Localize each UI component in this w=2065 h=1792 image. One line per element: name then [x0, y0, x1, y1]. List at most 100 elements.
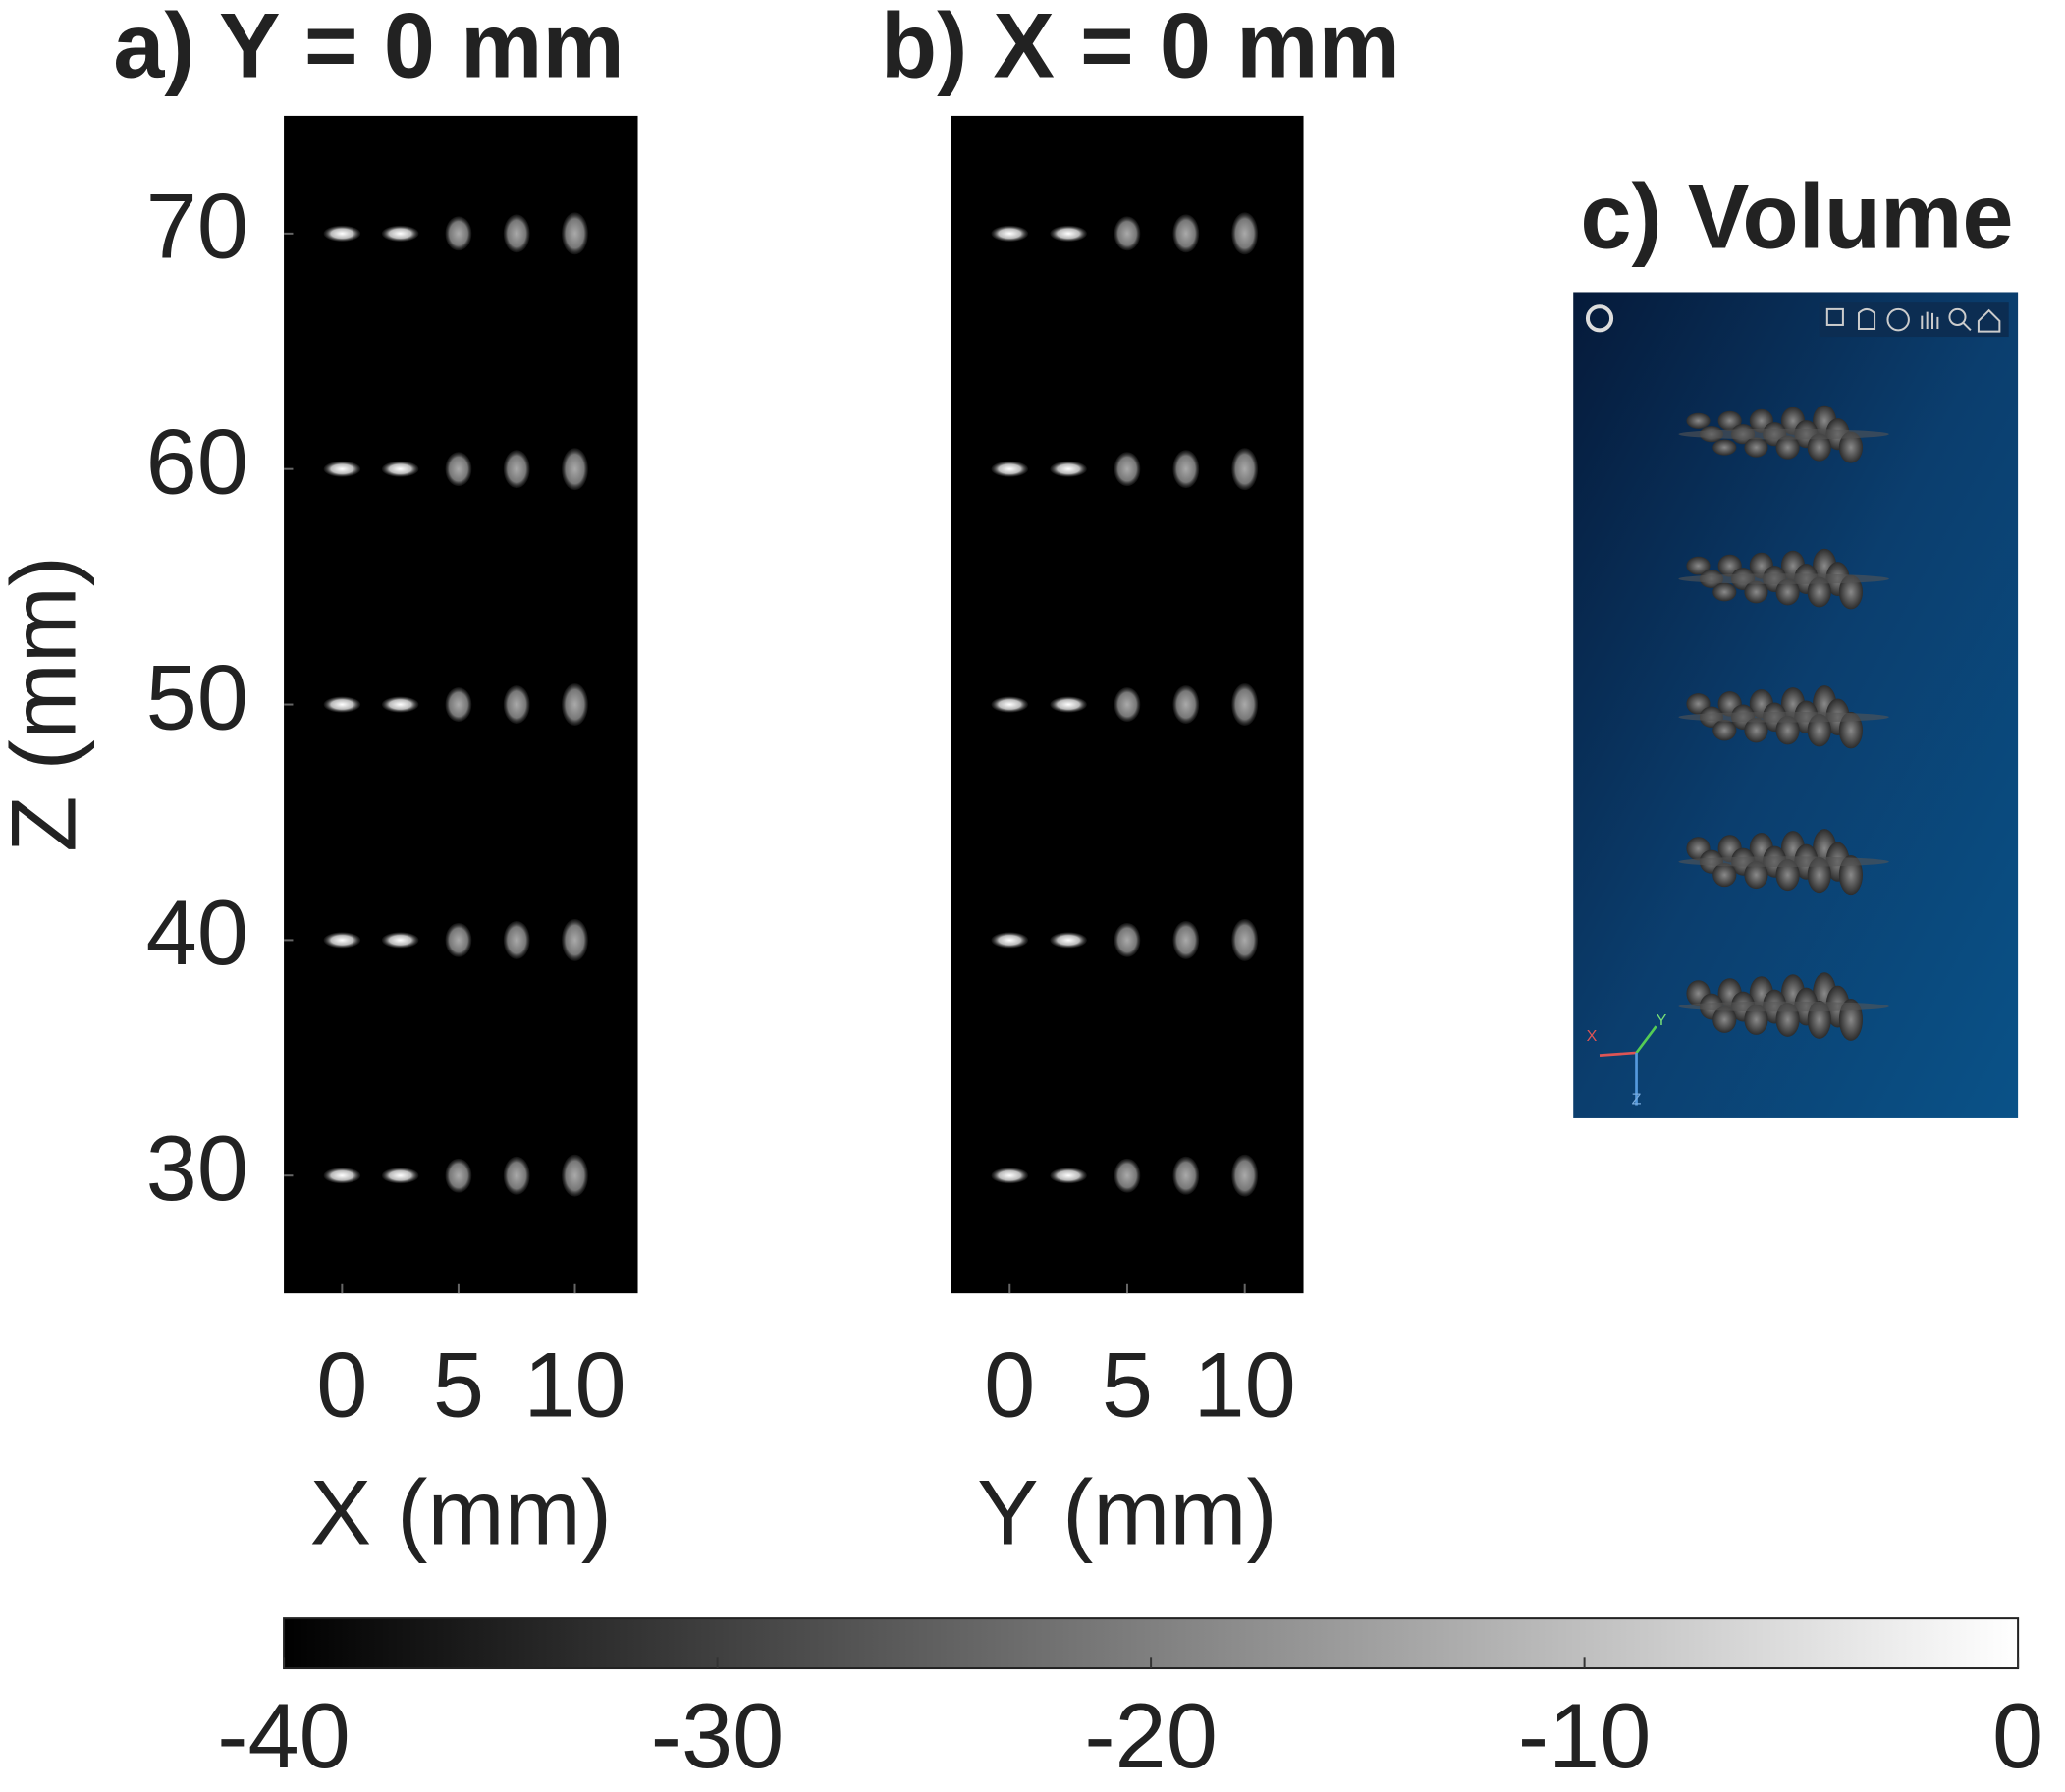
scatterer	[1231, 212, 1259, 255]
scatterer	[1114, 1158, 1141, 1193]
y-tick-label: 60	[146, 409, 248, 513]
volume-blob	[1775, 578, 1800, 606]
scatterer	[381, 461, 419, 477]
scatterer	[1114, 216, 1141, 251]
scatterer	[991, 461, 1029, 477]
y-tick-label: 40	[146, 881, 248, 984]
scatterer	[1050, 225, 1087, 242]
colorbar-tick-label: 0	[1992, 1684, 2043, 1787]
y-tick-label: 30	[146, 1116, 248, 1220]
volume-streak	[1678, 711, 1889, 723]
volume-blob	[1838, 574, 1864, 610]
volume-streak	[1678, 573, 1889, 584]
y-tick-label: 50	[146, 645, 248, 748]
volume-blob	[1807, 576, 1831, 608]
volume-blob	[1744, 717, 1768, 743]
scatterer	[1114, 687, 1141, 722]
volume-blob	[1686, 412, 1711, 429]
scatterer	[991, 696, 1029, 713]
scatterer	[445, 687, 472, 722]
x-axis-label: Y (mm)	[977, 1460, 1277, 1563]
axis-label: X	[1587, 1027, 1598, 1045]
axis-label: Z	[1632, 1090, 1642, 1108]
volume-blob	[1744, 860, 1768, 890]
scatterer	[503, 214, 530, 253]
volume-blob	[1744, 1005, 1768, 1035]
scatterer	[991, 1168, 1029, 1184]
volume-blob	[1807, 433, 1831, 462]
scatterer	[1050, 461, 1087, 477]
volume-render	[1678, 405, 1889, 1041]
colorbar-tick-label: -30	[651, 1684, 785, 1787]
volume-blob	[1712, 1006, 1737, 1033]
x-tick-label: 10	[1194, 1332, 1296, 1436]
x-tick-label: 0	[316, 1332, 367, 1436]
scatterer	[381, 696, 419, 713]
scatterer	[562, 448, 588, 491]
volume-blob	[1717, 410, 1742, 431]
scatterer	[445, 1158, 472, 1193]
toolbar[interactable]	[1819, 302, 2009, 338]
colorbar-tick-label: -40	[217, 1684, 351, 1787]
x-tick-label: 10	[523, 1332, 625, 1436]
scatterer	[991, 932, 1029, 949]
scatterer	[445, 216, 472, 251]
volume-streak	[1678, 1001, 1889, 1012]
scatterer	[1231, 448, 1259, 491]
volume-blob	[1686, 556, 1711, 575]
scatterer	[1172, 1156, 1200, 1195]
scatterer	[1231, 1154, 1259, 1197]
toolbar-icons	[1825, 307, 2001, 333]
scatterer	[323, 461, 361, 477]
volume-blob	[1712, 863, 1737, 888]
y-axis-label: Z (mm)	[0, 556, 95, 852]
scatterer	[323, 225, 361, 242]
scatterer	[445, 452, 472, 487]
volume-blob	[1712, 719, 1737, 741]
scatterer	[1114, 452, 1141, 487]
scatterer	[562, 1154, 588, 1197]
colorbar-tick-label: -20	[1084, 1684, 1218, 1787]
scatterer	[562, 918, 588, 961]
volume-blob	[1775, 858, 1800, 892]
scatterer	[1050, 932, 1087, 949]
scatterer	[381, 932, 419, 949]
scatterer	[381, 225, 419, 242]
volume-blob	[1712, 582, 1737, 602]
scatterer	[1231, 683, 1259, 726]
scatterer	[1050, 1168, 1087, 1184]
colorbar-tick-label: -10	[1518, 1684, 1652, 1787]
scatterer	[445, 922, 472, 957]
view-indicator	[1585, 304, 1614, 333]
volume-blob	[1744, 580, 1768, 604]
scatterer	[1231, 918, 1259, 961]
scatterer	[1172, 450, 1200, 489]
x-tick-label: 0	[984, 1332, 1035, 1436]
scatterer	[1172, 920, 1200, 959]
volume-streak	[1678, 856, 1889, 868]
axis-label: Y	[1657, 1011, 1667, 1029]
scatterer	[1050, 696, 1087, 713]
scatterer	[503, 685, 530, 724]
scatterer	[503, 450, 530, 489]
scatterer	[991, 225, 1029, 242]
panel-title: a) Y = 0 mm	[113, 0, 624, 96]
volume-blob	[1712, 439, 1737, 456]
volume-streak	[1678, 428, 1889, 440]
axis-triad: X Y Z	[1587, 1011, 1667, 1108]
x-axis-label: X (mm)	[310, 1460, 612, 1563]
volume-blob	[1775, 435, 1800, 460]
scatterer	[503, 920, 530, 959]
panel-title: b) X = 0 mm	[881, 0, 1400, 96]
scatterer	[1172, 685, 1200, 724]
scatterer	[1172, 214, 1200, 253]
scatterer	[1114, 922, 1141, 957]
x-tick-label: 5	[433, 1332, 484, 1436]
x-tick-label: 5	[1102, 1332, 1153, 1436]
scatterer	[323, 932, 361, 949]
scatterer	[562, 212, 588, 255]
volume-blob	[1775, 715, 1800, 745]
volume-blob	[1838, 431, 1864, 463]
scatterer	[381, 1168, 419, 1184]
